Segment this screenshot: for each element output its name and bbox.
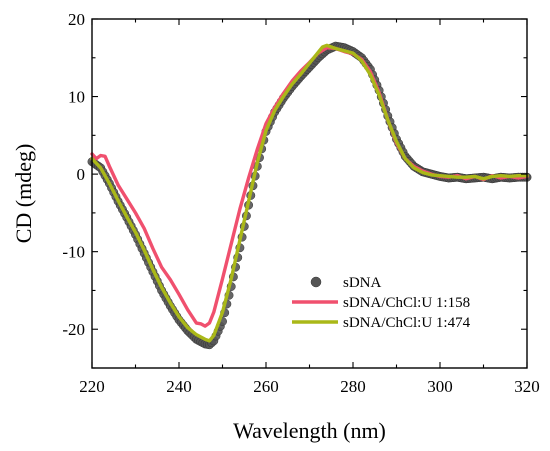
x-tick-label: 300 xyxy=(427,377,453,396)
legend-label: sDNA xyxy=(343,275,382,291)
legend-item: sDNA xyxy=(310,275,382,291)
y-tick-label: 10 xyxy=(68,88,85,107)
x-tick-label: 260 xyxy=(253,377,279,396)
y-tick-label: -20 xyxy=(62,320,85,339)
series-line-2 xyxy=(90,43,529,343)
x-axis-title: Wavelength (nm) xyxy=(233,418,386,443)
x-tick-label: 240 xyxy=(166,377,192,396)
legend-label: sDNA/ChCl:U 1:474 xyxy=(343,315,471,331)
legend: sDNA sDNA/ChCl:U 1:158 sDNA/ChCl:U 1:474 xyxy=(292,275,471,331)
y-tick-label: 0 xyxy=(77,165,86,184)
legend-label: sDNA/ChCl:U 1:158 xyxy=(343,295,470,311)
ticks-layer: 220 240 260 280 300 320 -20 -10 0 10 20 xyxy=(62,10,539,396)
x-tick-label: 320 xyxy=(514,377,540,396)
y-axis-title: CD (mdeg) xyxy=(11,144,36,244)
legend-item: sDNA/ChCl:U 1:158 xyxy=(292,295,470,311)
y-tick-label: 20 xyxy=(68,10,85,29)
series-layer xyxy=(87,41,532,350)
legend-item: sDNA/ChCl:U 1:474 xyxy=(292,315,471,331)
legend-marker xyxy=(310,276,322,288)
y-tick-label: -10 xyxy=(62,243,85,262)
x-tick-label: 220 xyxy=(79,377,105,396)
x-tick-label: 280 xyxy=(340,377,366,396)
